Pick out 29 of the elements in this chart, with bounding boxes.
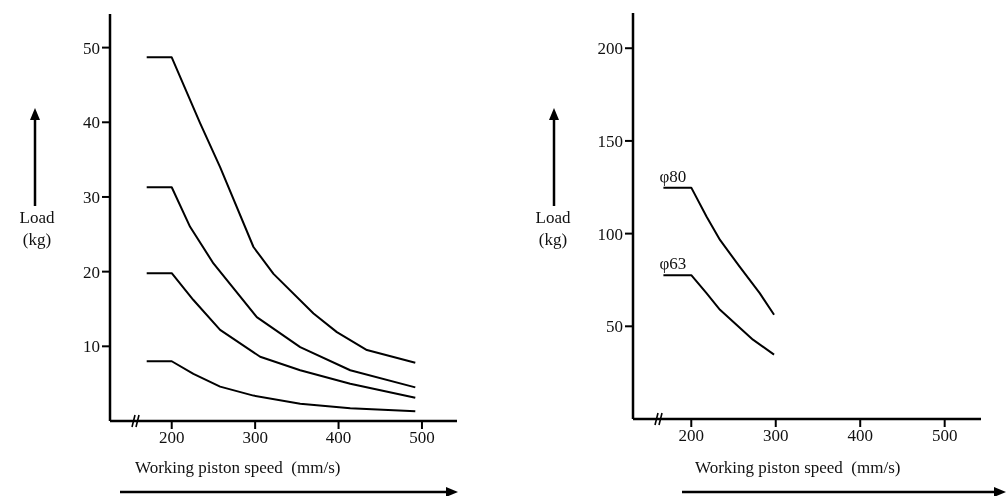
line-series xyxy=(145,186,417,389)
y-tick-label: 10 xyxy=(83,337,100,357)
y-axis-title: Load (kg) xyxy=(534,207,572,251)
x-tick-label: 400 xyxy=(847,426,873,446)
x-tick-label: 500 xyxy=(409,428,435,448)
y-tick-label: 40 xyxy=(83,113,100,133)
line-series xyxy=(145,360,417,413)
x-tick-label: 300 xyxy=(763,426,789,446)
x-tick-label: 500 xyxy=(931,426,958,446)
line-series xyxy=(662,186,776,316)
x-axis-title: Working piston speed (mm/s) xyxy=(135,458,341,478)
series-label: φ63 xyxy=(659,254,687,274)
x-tick-label: 300 xyxy=(242,428,268,448)
y-axis-title: Load (kg) xyxy=(18,207,56,251)
y-tick-label: 200 xyxy=(597,39,623,59)
x-tick-label: 200 xyxy=(158,428,185,448)
y-tick-label: 150 xyxy=(597,131,623,151)
line-series xyxy=(145,272,417,399)
y-tick-label: 100 xyxy=(597,224,623,244)
y-tick-label: 30 xyxy=(83,188,100,207)
y-tick-label: 50 xyxy=(83,38,100,58)
y-tick-label: 20 xyxy=(83,262,100,282)
line-series xyxy=(145,56,417,364)
series-label: φ80 xyxy=(659,166,687,186)
x-tick-label: 200 xyxy=(678,426,705,446)
x-axis-title: Working piston speed (mm/s) xyxy=(695,458,901,478)
x-tick-label: 400 xyxy=(325,428,352,448)
line-series xyxy=(662,274,776,356)
y-tick-label: 50 xyxy=(606,317,623,337)
